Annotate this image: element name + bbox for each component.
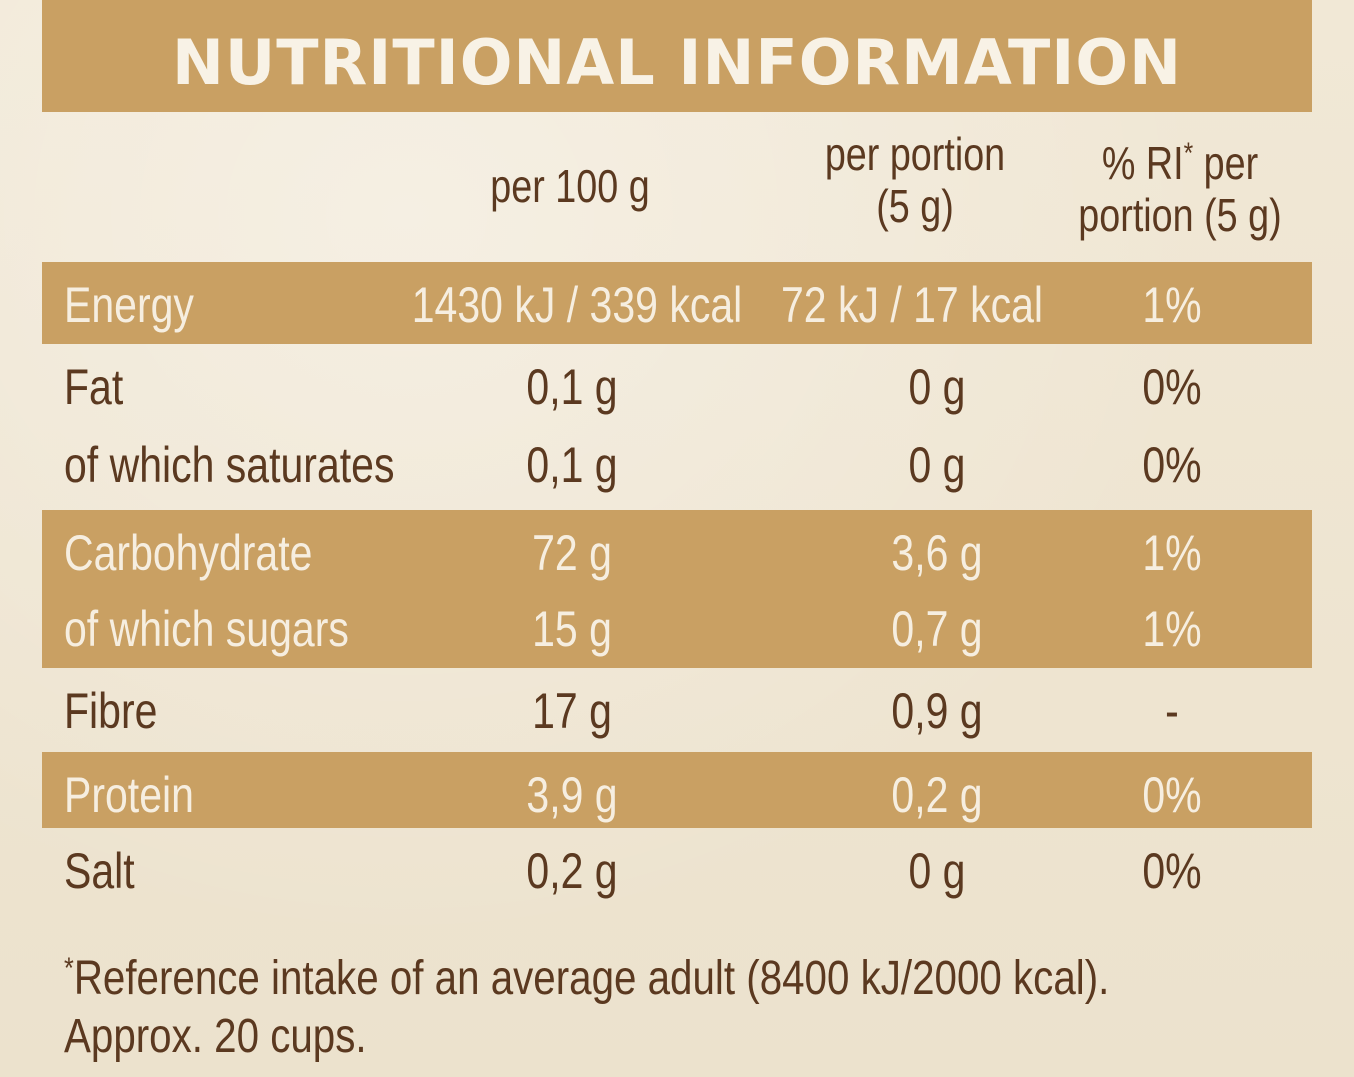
footnote-asterisk: * <box>64 952 74 985</box>
row-label: Carbohydrate <box>64 525 313 581</box>
table-row-salt: Salt 0,2 g 0 g 0% <box>42 828 1312 910</box>
row-per-100g: 17 g <box>532 683 612 739</box>
row-per-portion: 0 g <box>908 843 966 899</box>
row-ri: 0% <box>1142 437 1202 493</box>
footnote-servings: Approx. 20 cups. <box>64 1010 367 1064</box>
row-per-portion: 72 kJ / 17 kcal <box>780 277 1044 333</box>
header-per-portion: per portion (5 g) <box>788 128 1042 232</box>
row-per-portion: 0,2 g <box>891 767 983 823</box>
row-ri: 0% <box>1142 843 1202 899</box>
row-label: Salt <box>64 843 135 899</box>
header-per-100g-text: per 100 g <box>490 160 650 212</box>
row-label: of which saturates <box>64 437 395 493</box>
header-ri-asterisk: * <box>1183 137 1194 170</box>
row-per-100g: 15 g <box>532 601 612 657</box>
row-per-portion: 3,6 g <box>891 525 983 581</box>
row-per-100g: 0,2 g <box>526 843 618 899</box>
table-row-energy: Energy 1430 kJ / 339 kcal 72 kJ / 17 kca… <box>42 262 1312 344</box>
row-ri: 0% <box>1142 767 1202 823</box>
label-title: NUTRITIONAL INFORMATION <box>172 26 1182 99</box>
row-label: of which sugars <box>64 601 349 657</box>
row-ri: - <box>1165 683 1179 739</box>
row-label: Protein <box>64 767 194 823</box>
footnote-line2: Approx. 20 cups. <box>64 1010 367 1063</box>
row-per-100g: 3,9 g <box>526 767 618 823</box>
header-per-portion-line1: per portion <box>824 128 1006 180</box>
row-ri: 1% <box>1142 525 1202 581</box>
table-row-sugars: of which sugars 15 g 0,7 g 1% <box>42 586 1312 668</box>
table-row-fat: Fat 0,1 g 0 g 0% <box>42 344 1312 422</box>
title-band <box>42 0 1312 112</box>
header-ri-line2: portion (5 g) <box>1078 189 1282 241</box>
row-per-portion: 0 g <box>908 437 966 493</box>
table-row-saturates: of which saturates 0,1 g 0 g 0% <box>42 422 1312 502</box>
row-per-100g: 0,1 g <box>526 359 618 415</box>
row-per-100g: 72 g <box>532 525 612 581</box>
table-row-protein: Protein 3,9 g 0,2 g 0% <box>42 752 1312 828</box>
row-per-portion: 0,9 g <box>891 683 983 739</box>
header-per-100g: per 100 g <box>447 160 693 212</box>
row-per-portion: 0 g <box>908 359 966 415</box>
header-ri-per-portion: % RI* per portion (5 g) <box>1057 128 1303 241</box>
header-per-portion-line2: (5 g) <box>876 180 954 232</box>
row-per-100g: 1430 kJ / 339 kcal <box>411 277 743 333</box>
row-label: Fat <box>64 359 124 415</box>
row-label: Energy <box>64 277 194 333</box>
header-ri-label: % RI <box>1101 137 1184 189</box>
nutrition-table: Energy 1430 kJ / 339 kcal 72 kJ / 17 kca… <box>42 262 1312 918</box>
footnote-line1: Reference intake of an average adult (84… <box>73 952 1110 1005</box>
table-row-carbohydrate: Carbohydrate 72 g 3,6 g 1% <box>42 510 1312 586</box>
row-ri: 0% <box>1142 359 1202 415</box>
row-ri: 1% <box>1142 277 1202 333</box>
header-ri-per: per <box>1193 137 1259 189</box>
table-row-fibre: Fibre 17 g 0,9 g - <box>42 668 1312 746</box>
row-ri: 1% <box>1142 601 1202 657</box>
row-label: Fibre <box>64 683 158 739</box>
header-ri-line1: % RI* per <box>1057 128 1303 189</box>
row-per-portion: 0,7 g <box>891 601 983 657</box>
footnote-reference-intake: *Reference intake of an average adult (8… <box>64 942 1109 1006</box>
row-per-100g: 0,1 g <box>526 437 618 493</box>
